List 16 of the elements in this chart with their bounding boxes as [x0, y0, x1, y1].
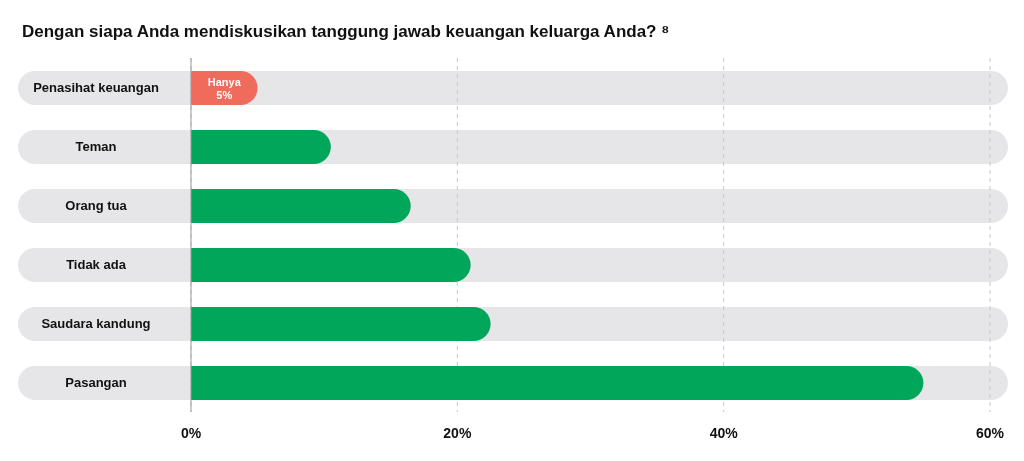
x-tick-label: 20% — [443, 424, 472, 441]
y-tick-label: Teman — [75, 139, 117, 154]
y-tick-label: Pasangan — [65, 375, 127, 390]
y-tick-label: Orang tua — [65, 198, 128, 213]
bar — [191, 189, 411, 223]
x-tick-label: 60% — [975, 424, 1005, 441]
y-tick-label: Penasihat keuangan — [33, 80, 159, 95]
bar — [191, 130, 331, 164]
y-tick-label: Tidak ada — [66, 257, 127, 272]
bar — [191, 307, 491, 341]
data-label: Hanya 5% — [207, 75, 242, 101]
y-tick-label: Saudara kandung — [41, 316, 151, 331]
bar — [191, 248, 471, 282]
chart-title: Dengan siapa Anda mendiskusikan tanggung jawab keuangan keluarga Anda? ⁸ — [21, 21, 671, 42]
x-tick-label: 0% — [180, 424, 202, 441]
x-tick-label: 40% — [709, 424, 739, 441]
